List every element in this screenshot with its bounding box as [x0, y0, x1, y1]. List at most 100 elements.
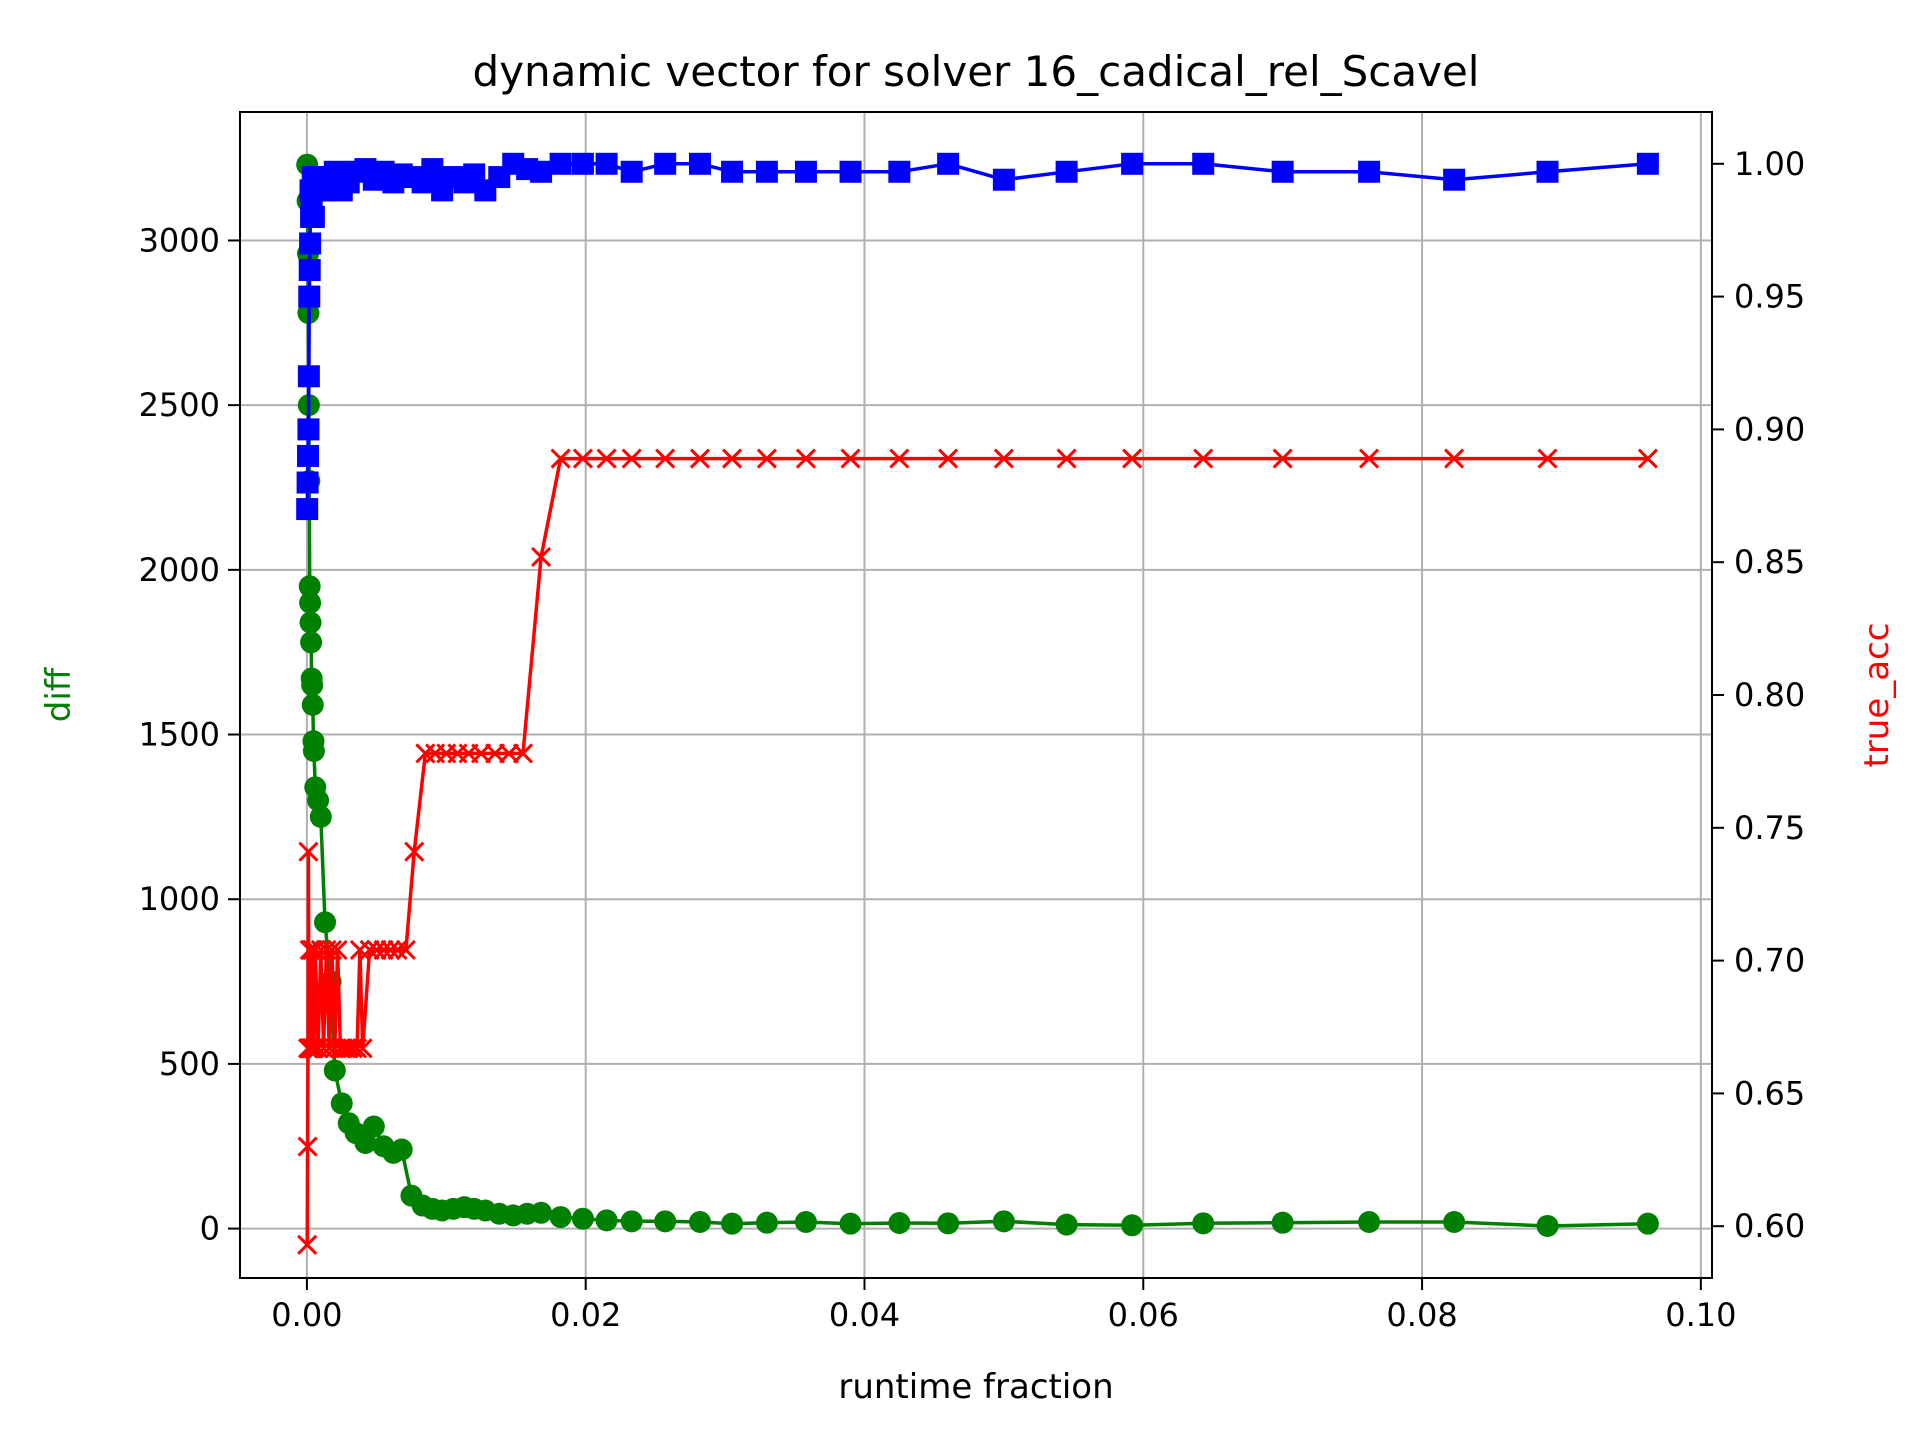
data-point-circle [1192, 1212, 1215, 1235]
data-point-circle [654, 1210, 677, 1233]
data-point-circle [1536, 1214, 1559, 1237]
y-left-tick-label: 1000 [139, 880, 220, 918]
data-point-x [380, 939, 401, 961]
data-point-circle [301, 674, 324, 697]
y-left-tick-label: 0 [200, 1210, 220, 1248]
data-point-circle [302, 739, 325, 762]
data-point-x [938, 448, 959, 469]
series-line [305, 456, 1648, 1245]
data-point-square [298, 285, 321, 308]
y-right-tick-label: 0.95 [1734, 278, 1805, 316]
data-point-square [1271, 160, 1294, 183]
y-left-tick-label: 2500 [139, 386, 220, 424]
data-point-circle [1271, 1211, 1294, 1234]
data-point-circle [1055, 1213, 1078, 1236]
data-point-circle [1358, 1211, 1381, 1234]
data-point-square [1055, 160, 1078, 183]
data-point-x [387, 939, 408, 961]
data-point-x [795, 448, 816, 469]
data-point-x [655, 448, 676, 469]
y-right-tick-label: 0.80 [1734, 676, 1805, 714]
data-point-circle [300, 631, 323, 654]
data-point-circle [888, 1211, 911, 1234]
axes: 0.00 0.02 0.04 0.06 0.08 0.10 0 500 1000 1500 2000… [139, 145, 1806, 1334]
data-point-x [321, 939, 343, 961]
data-point-x [327, 939, 348, 961]
y-right-tick-label: 0.60 [1734, 1207, 1805, 1245]
data-point-square [571, 152, 594, 175]
data-point-circle [1636, 1212, 1659, 1235]
data-point-x [1193, 448, 1214, 469]
data-point-x [297, 1234, 318, 1255]
data-point-square [1536, 160, 1559, 183]
chart-title: dynamic vector for solver 16_cadical_rel… [473, 47, 1480, 96]
data-point-square [297, 418, 320, 441]
data-point-square [595, 152, 618, 175]
data-point-x [689, 448, 711, 469]
data-point-circle [1443, 1211, 1466, 1234]
x-tick-label: 0.02 [550, 1296, 621, 1334]
data-point-square [794, 160, 817, 183]
data-point-square [297, 444, 320, 467]
data-point-x [572, 448, 593, 469]
data-point-circle [1121, 1214, 1144, 1237]
data-point-square [1358, 160, 1381, 183]
data-point-x [303, 1038, 324, 1059]
y-left-tick-label: 2000 [139, 551, 220, 589]
data-point-circle [301, 693, 324, 716]
data-point-square [299, 232, 322, 255]
data-point-circle [330, 1092, 353, 1115]
data-point-square [721, 160, 744, 183]
data-point-circle [299, 611, 322, 634]
data-point-x [621, 448, 642, 469]
data-point-x [395, 939, 416, 961]
data-point-square [689, 152, 711, 175]
data-point-square [937, 152, 960, 175]
data-point-square [1192, 152, 1215, 175]
data-point-x [1359, 448, 1380, 469]
data-point-circle [309, 805, 332, 828]
x-tick-label: 0.08 [1386, 1296, 1457, 1334]
data-point-circle [992, 1210, 1015, 1233]
data-point-circle [571, 1207, 594, 1230]
data-point-x [1056, 448, 1077, 469]
series-x-group [297, 448, 1658, 1255]
data-point-circle [307, 789, 330, 812]
data-point-square [1121, 152, 1144, 175]
data-point-x [347, 1038, 368, 1059]
data-point-square [297, 365, 320, 388]
data-point-square [620, 160, 643, 183]
x-tick-label: 0.04 [829, 1296, 900, 1334]
data-point-x [404, 841, 425, 862]
data-point-square [421, 158, 444, 181]
x-axis-title: runtime fraction [838, 1367, 1113, 1407]
y-left-axis-title: diff [39, 666, 79, 722]
y-left-tick-label: 3000 [139, 221, 220, 259]
data-point-circle [390, 1138, 413, 1161]
y-right-tick-label: 0.75 [1734, 809, 1805, 847]
data-point-circle [689, 1211, 711, 1234]
data-point-x [1122, 448, 1143, 469]
data-point-circle [595, 1209, 618, 1232]
data-point-circle [839, 1212, 862, 1235]
data-point-square [1443, 168, 1466, 191]
data-point-x [531, 546, 552, 567]
data-point-circle [354, 1131, 377, 1154]
data-point-circle [794, 1211, 817, 1234]
data-point-x [840, 448, 861, 469]
data-point-square [654, 152, 677, 175]
series-layer [296, 152, 1659, 1255]
data-point-square [296, 471, 319, 494]
data-point-square [1636, 152, 1659, 175]
data-point-x [349, 939, 370, 961]
data-point-x [596, 448, 617, 469]
data-point-circle [620, 1210, 643, 1233]
x-tick-label: 0.10 [1665, 1296, 1736, 1334]
data-point-x [1537, 448, 1558, 469]
data-point-circle [549, 1206, 572, 1229]
data-point-x [352, 1038, 373, 1059]
y-left-tick-label: 500 [159, 1045, 220, 1083]
data-point-circle [530, 1201, 553, 1224]
data-point-circle [299, 591, 322, 614]
data-point-circle [323, 1059, 346, 1082]
